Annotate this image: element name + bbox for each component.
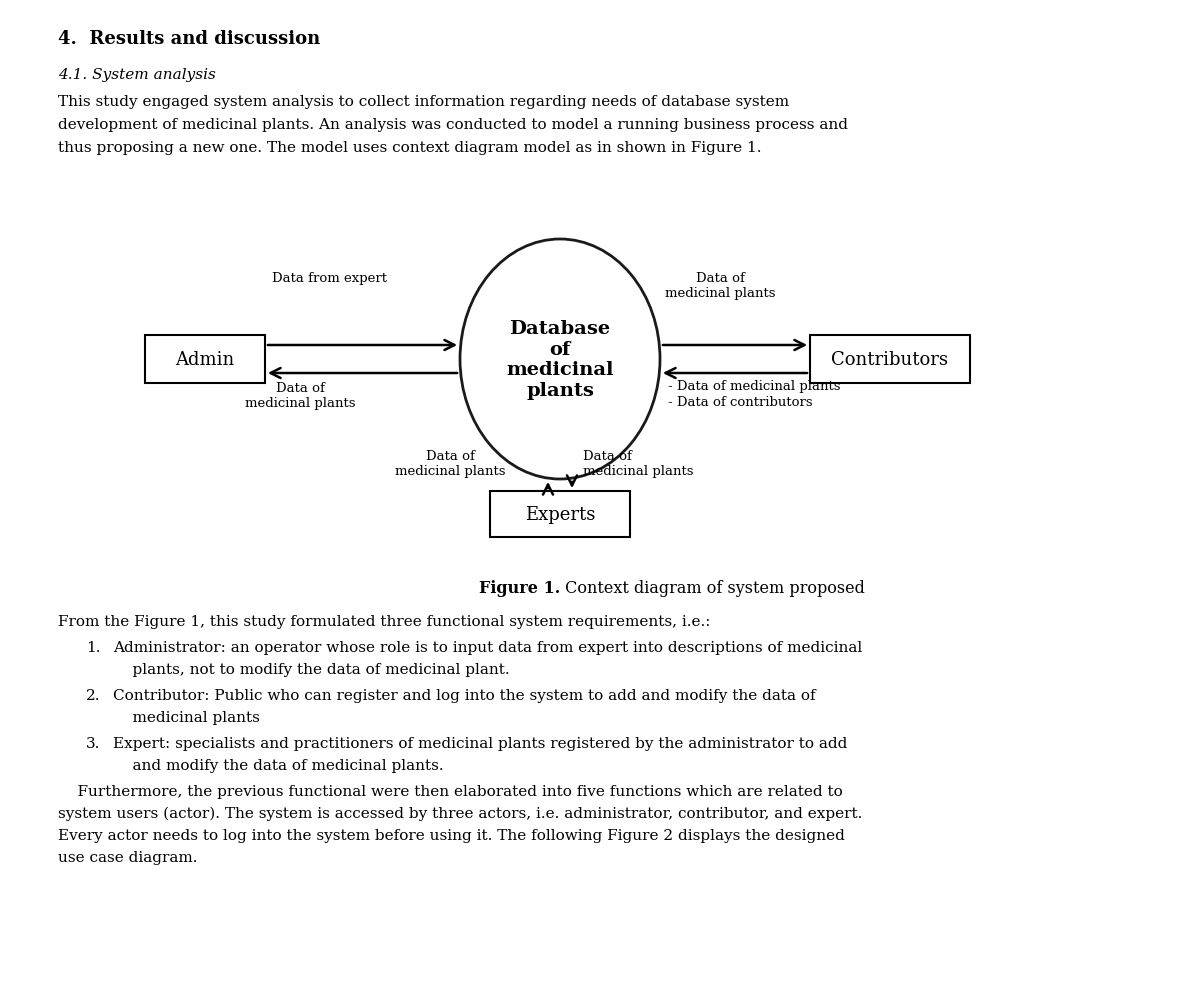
Text: Data of: Data of [696,272,744,285]
Text: Context diagram of system proposed: Context diagram of system proposed [560,579,865,596]
Text: 4.1. System analysis: 4.1. System analysis [58,68,216,82]
Text: Database
of
medicinal
plants: Database of medicinal plants [506,320,613,400]
Text: Experts: Experts [524,505,595,523]
Text: Furthermore, the previous functional were then elaborated into five functions wh: Furthermore, the previous functional wer… [58,785,842,799]
FancyBboxPatch shape [810,336,970,384]
Text: use case diagram.: use case diagram. [58,850,198,864]
FancyBboxPatch shape [145,336,265,384]
Ellipse shape [460,239,660,480]
Text: Contributor: Public who can register and log into the system to add and modify t: Contributor: Public who can register and… [113,688,816,702]
Text: 3.: 3. [86,736,101,750]
Text: medicinal plants: medicinal plants [665,287,775,300]
Text: Administrator: an operator whose role is to input data from expert into descript: Administrator: an operator whose role is… [113,640,863,654]
Text: system users (actor). The system is accessed by three actors, i.e. administrator: system users (actor). The system is acce… [58,807,863,821]
Text: This study engaged system analysis to collect information regarding needs of dat: This study engaged system analysis to co… [58,95,790,109]
Text: medicinal plants: medicinal plants [395,465,505,478]
Text: Expert: specialists and practitioners of medicinal plants registered by the admi: Expert: specialists and practitioners of… [113,736,847,750]
Text: Every actor needs to log into the system before using it. The following Figure 2: Every actor needs to log into the system… [58,829,845,842]
Text: - Data of contributors: - Data of contributors [668,396,812,409]
Text: plants, not to modify the data of medicinal plant.: plants, not to modify the data of medici… [113,662,510,676]
Text: From the Figure 1, this study formulated three functional system requirements, i: From the Figure 1, this study formulated… [58,614,710,628]
Text: Contributors: Contributors [832,351,948,369]
Text: Figure 1.: Figure 1. [479,579,560,596]
Text: medicinal plants: medicinal plants [583,465,694,478]
Text: Data of: Data of [583,450,632,463]
Text: 4.  Results and discussion: 4. Results and discussion [58,30,320,48]
Text: medicinal plants: medicinal plants [245,397,355,410]
Text: 2.: 2. [86,688,101,702]
Text: - Data of medicinal plants: - Data of medicinal plants [668,380,840,393]
Text: 1.: 1. [86,640,101,654]
Text: Data of: Data of [426,450,474,463]
Text: development of medicinal plants. An analysis was conducted to model a running bu: development of medicinal plants. An anal… [58,118,848,132]
Text: Admin: Admin [175,351,235,369]
Text: Data from expert: Data from expert [272,272,388,285]
Text: medicinal plants: medicinal plants [113,710,260,724]
Text: and modify the data of medicinal plants.: and modify the data of medicinal plants. [113,759,444,773]
Text: thus proposing a new one. The model uses context diagram model as in shown in Fi: thus proposing a new one. The model uses… [58,141,762,155]
Text: Data of: Data of [276,382,324,395]
FancyBboxPatch shape [490,492,630,537]
